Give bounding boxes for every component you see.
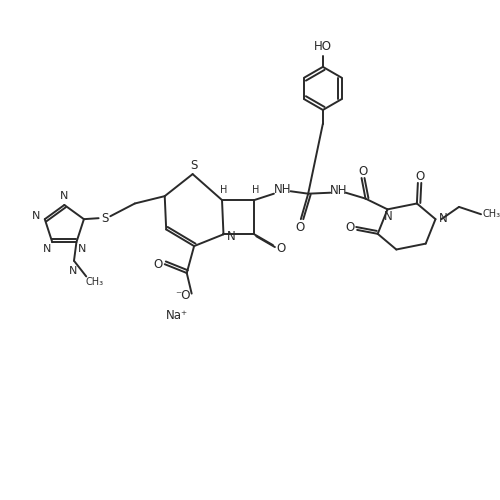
Text: S: S	[190, 160, 198, 172]
Text: N: N	[227, 230, 235, 243]
Text: N: N	[78, 244, 86, 254]
Text: O: O	[346, 222, 355, 234]
Text: O: O	[358, 164, 367, 177]
Text: H: H	[252, 186, 259, 196]
Text: O: O	[415, 170, 424, 182]
Text: CH₃: CH₃	[86, 278, 103, 287]
Text: Na⁺: Na⁺	[166, 309, 188, 322]
Text: N: N	[70, 266, 78, 276]
Text: O: O	[276, 242, 286, 254]
Text: CH₃: CH₃	[482, 210, 500, 220]
Text: HO: HO	[314, 40, 332, 53]
Text: O: O	[153, 258, 162, 270]
Text: N: N	[32, 212, 40, 222]
Text: H: H	[220, 186, 228, 196]
Text: N: N	[60, 191, 68, 201]
Text: N: N	[384, 210, 393, 222]
Text: NH: NH	[274, 183, 291, 196]
Text: O: O	[295, 221, 304, 234]
Text: N: N	[439, 212, 448, 224]
Text: NH: NH	[330, 184, 348, 198]
Text: N: N	[43, 244, 52, 254]
Text: S: S	[101, 212, 108, 224]
Text: ⁻O: ⁻O	[175, 289, 190, 302]
